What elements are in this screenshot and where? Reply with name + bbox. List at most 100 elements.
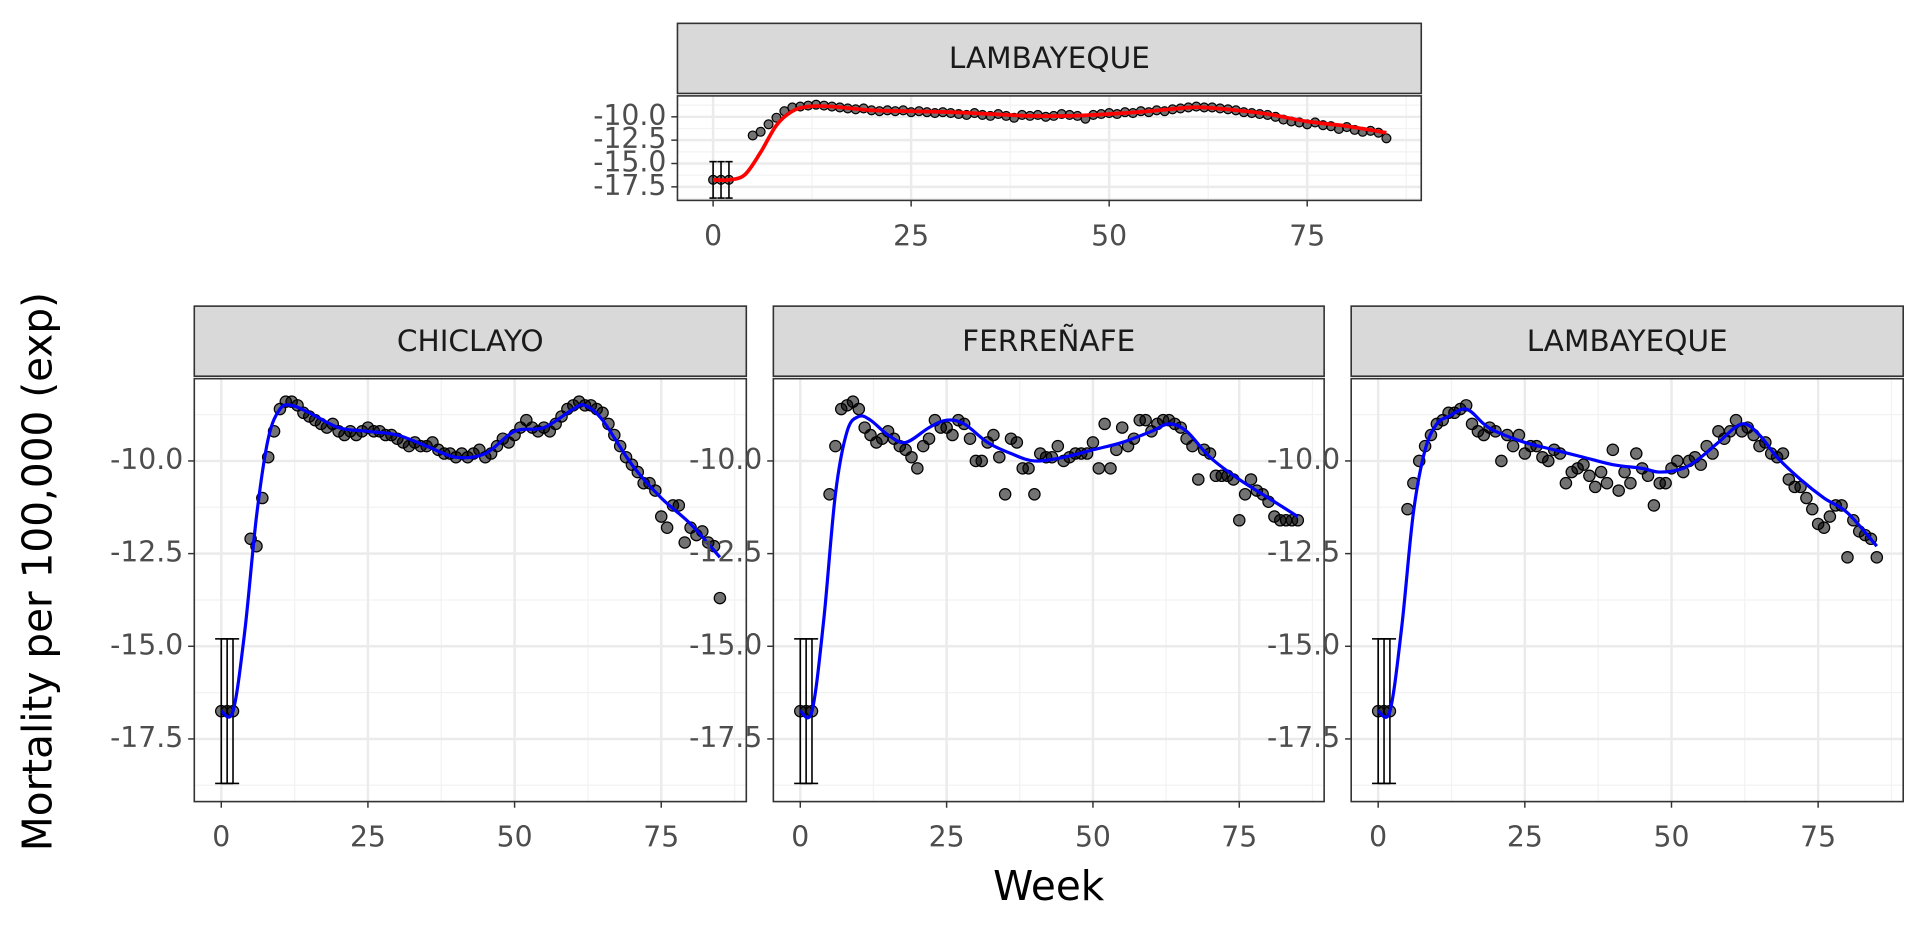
point bbox=[654, 510, 668, 523]
panel-border bbox=[676, 95, 1423, 202]
y-tick-label: -10.0 bbox=[1267, 443, 1340, 476]
x-tick-label: 0 bbox=[212, 820, 230, 853]
strip-title: LAMBAYEQUE bbox=[949, 41, 1150, 75]
point bbox=[1559, 476, 1573, 490]
x-tick-label: 75 bbox=[1800, 820, 1836, 853]
point bbox=[1233, 513, 1246, 527]
y-tick-label: -15.0 bbox=[1267, 628, 1340, 661]
point bbox=[1612, 484, 1625, 497]
point bbox=[1606, 443, 1620, 457]
y-tick-label: -15.0 bbox=[689, 628, 762, 661]
point bbox=[905, 450, 918, 464]
point bbox=[672, 499, 686, 512]
point bbox=[1104, 462, 1117, 475]
point bbox=[946, 428, 959, 442]
x-tick-label: 0 bbox=[704, 219, 722, 252]
point bbox=[660, 521, 674, 534]
y-tick-label: -15.0 bbox=[110, 628, 183, 661]
point bbox=[1817, 521, 1831, 534]
x-tick-label: 25 bbox=[893, 219, 929, 252]
x-tick-label: 25 bbox=[350, 820, 386, 853]
point bbox=[678, 536, 691, 549]
y-tick-label: -10.0 bbox=[689, 443, 762, 476]
point bbox=[1630, 447, 1643, 460]
point bbox=[852, 402, 866, 416]
strip bbox=[676, 22, 1423, 95]
strip-title: CHICLAYO bbox=[397, 324, 544, 358]
point bbox=[1022, 462, 1035, 475]
point bbox=[998, 488, 1012, 501]
point bbox=[1624, 476, 1637, 490]
point bbox=[1139, 413, 1152, 427]
fit-line bbox=[220, 403, 722, 719]
point bbox=[829, 439, 842, 453]
strip-title: LAMBAYEQUE bbox=[1527, 324, 1728, 358]
point bbox=[1495, 454, 1508, 468]
y-tick-label: -12.5 bbox=[593, 122, 666, 155]
point bbox=[1010, 436, 1024, 449]
x-tick-label: 0 bbox=[791, 820, 809, 853]
x-tick-label: 0 bbox=[1369, 820, 1387, 853]
y-tick-label: -12.5 bbox=[689, 536, 762, 569]
point bbox=[1659, 476, 1672, 490]
point bbox=[1098, 417, 1111, 431]
point bbox=[1028, 488, 1041, 501]
point bbox=[1870, 551, 1884, 564]
point bbox=[1823, 510, 1837, 523]
y-tick-label: -17.5 bbox=[1267, 721, 1340, 754]
point bbox=[1776, 447, 1790, 460]
point bbox=[993, 450, 1006, 464]
y-tick-label: -10.0 bbox=[110, 443, 183, 476]
x-axis-title: Week bbox=[993, 862, 1105, 910]
y-tick-label: -12.5 bbox=[110, 536, 183, 569]
point bbox=[763, 119, 774, 130]
y-tick-label: -15.0 bbox=[593, 146, 666, 179]
point bbox=[1800, 491, 1813, 505]
point bbox=[755, 126, 766, 137]
point bbox=[1244, 473, 1258, 486]
point bbox=[1594, 465, 1608, 479]
point bbox=[1051, 439, 1065, 453]
y-tick-label: -10.0 bbox=[593, 99, 666, 132]
point bbox=[713, 591, 727, 605]
point bbox=[1806, 502, 1819, 516]
panel-border bbox=[1350, 377, 1905, 803]
point bbox=[922, 432, 936, 445]
point bbox=[1291, 513, 1305, 527]
y-tick-label: -17.5 bbox=[110, 721, 183, 754]
point bbox=[1583, 469, 1596, 483]
x-tick-label: 50 bbox=[1654, 820, 1690, 853]
strip-title: FERREÑAFE bbox=[962, 323, 1135, 358]
point bbox=[1381, 133, 1392, 144]
point bbox=[1588, 480, 1602, 494]
y-tick-label: -17.5 bbox=[689, 721, 762, 754]
point bbox=[1542, 454, 1555, 468]
point bbox=[1671, 454, 1684, 468]
x-tick-label: 75 bbox=[643, 820, 679, 853]
point bbox=[1092, 462, 1106, 475]
x-tick-label: 50 bbox=[1075, 820, 1111, 853]
point bbox=[963, 432, 977, 445]
x-tick-label: 50 bbox=[497, 820, 533, 853]
point bbox=[1841, 551, 1854, 564]
point bbox=[987, 428, 1000, 442]
point bbox=[1600, 476, 1614, 490]
fit-line bbox=[799, 414, 1299, 720]
strip bbox=[772, 305, 1325, 378]
x-tick-label: 75 bbox=[1221, 820, 1257, 853]
panel-background bbox=[773, 378, 1325, 802]
y-tick-label: -12.5 bbox=[1267, 536, 1340, 569]
x-tick-label: 25 bbox=[929, 820, 965, 853]
panel: 0 25 50 75 -10.0 -12.5 -15.0 -17.5 CHICLAYO bbox=[110, 305, 748, 853]
x-tick-label: 75 bbox=[1289, 219, 1325, 252]
point bbox=[1238, 488, 1252, 501]
point bbox=[1115, 421, 1129, 434]
y-tick-label: -17.5 bbox=[593, 169, 666, 202]
point bbox=[747, 130, 758, 141]
point bbox=[975, 454, 988, 468]
y-axis-title: Mortality per 100,000 (exp) bbox=[14, 292, 62, 851]
